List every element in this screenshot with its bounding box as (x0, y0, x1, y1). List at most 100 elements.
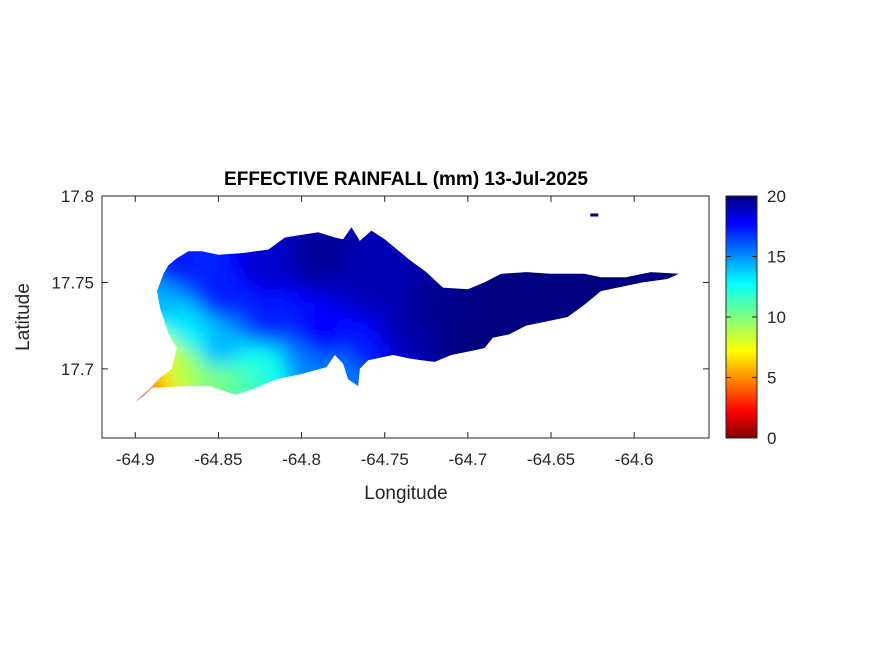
rainfall-cell (546, 295, 553, 303)
rainfall-cell (255, 368, 262, 375)
x-tick-label: -64.65 (527, 450, 575, 469)
rainfall-cell (522, 301, 530, 309)
rainfall-cell (429, 325, 437, 333)
rainfall-cell (394, 301, 402, 309)
rainfall-cell (371, 295, 378, 303)
rainfall-cell (179, 337, 186, 345)
rainfall-cell (394, 247, 402, 254)
rainfall-cell (610, 277, 617, 284)
rainfall-cell (167, 283, 175, 291)
rainfall-cell (353, 374, 361, 381)
rainfall-cell (260, 337, 268, 345)
rainfall-cell (569, 271, 576, 278)
rainfall-cell (301, 361, 309, 369)
rainfall-cell (569, 307, 576, 315)
rainfall-cell (569, 295, 576, 303)
rainfall-cell (336, 240, 344, 248)
rainfall-cell (237, 295, 245, 303)
rainfall-cell (278, 349, 285, 357)
islet-mark (590, 213, 599, 217)
rainfall-cell (196, 325, 204, 333)
rainfall-cell (429, 349, 437, 357)
rainfall-cell (412, 271, 419, 278)
rainfall-cell (429, 319, 437, 327)
rainfall-cell (237, 313, 245, 321)
rainfall-cell (540, 277, 547, 284)
rainfall-cell (464, 331, 472, 339)
rainfall-cell (557, 277, 565, 284)
rainfall-cell (493, 331, 501, 339)
rainfall-cell (668, 271, 675, 278)
rainfall-cell (353, 361, 361, 369)
rainfall-cell (528, 271, 536, 278)
rainfall-cell (220, 277, 227, 284)
rainfall-cell (225, 355, 233, 363)
rainfall-cell (592, 283, 600, 291)
rainfall-cell (418, 331, 425, 339)
rainfall-cell (196, 295, 204, 303)
rainfall-cell (295, 271, 303, 278)
rainfall-cell (563, 289, 571, 297)
rainfall-cell (185, 277, 192, 284)
rainfall-cell (266, 283, 274, 291)
rainfall-cell (272, 349, 280, 357)
rainfall-cell (185, 337, 192, 345)
rainfall-cell (493, 313, 501, 321)
rainfall-cell (196, 319, 204, 327)
rainfall-cell (394, 277, 402, 284)
rainfall-cell (336, 259, 344, 266)
rainfall-cell (179, 295, 186, 303)
rainfall-cell (295, 283, 303, 291)
rainfall-cell (342, 337, 349, 345)
rainfall-cell (412, 301, 419, 309)
rainfall-cell (185, 343, 192, 351)
rainfall-cell (388, 307, 396, 315)
rainfall-cell (464, 337, 472, 345)
rainfall-cell (272, 271, 280, 278)
rainfall-cell (400, 289, 408, 297)
rainfall-cell (394, 271, 402, 278)
rainfall-cell (225, 325, 233, 333)
rainfall-cell (423, 307, 431, 315)
rainfall-cell (173, 368, 181, 375)
rainfall-cell (319, 355, 326, 363)
rainfall-cell (336, 301, 344, 309)
rainfall-cell (534, 295, 541, 303)
rainfall-cell (301, 325, 309, 333)
rainfall-cell (266, 289, 274, 297)
rainfall-cell (167, 301, 175, 309)
rainfall-cell (487, 295, 495, 303)
rainfall-cell (249, 277, 256, 284)
rainfall-cell (505, 307, 512, 315)
rainfall-cell (482, 301, 489, 309)
rainfall-cell (249, 343, 256, 351)
rainfall-cell (225, 361, 233, 369)
rainfall-cell (610, 283, 617, 291)
rainfall-cell (342, 361, 349, 369)
rainfall-cell (528, 301, 536, 309)
rainfall-cell (231, 331, 239, 339)
rainfall-cell (208, 374, 215, 381)
rainfall-cell (388, 313, 396, 321)
rainfall-cell (551, 313, 559, 321)
rainfall-cell (563, 307, 571, 315)
rainfall-cell (191, 361, 198, 369)
rainfall-cell (470, 313, 477, 321)
rainfall-cell (167, 368, 175, 375)
rainfall-cell (220, 380, 227, 387)
rainfall-cell (371, 301, 378, 309)
rainfall-cell (319, 271, 326, 278)
rainfall-cell (342, 313, 349, 321)
rainfall-cell (307, 368, 314, 375)
rainfall-cell (423, 277, 431, 284)
rainfall-cell (249, 313, 256, 321)
rainfall-cell (482, 331, 489, 339)
rainfall-cell (557, 295, 565, 303)
rainfall-cell (179, 283, 186, 291)
rainfall-cell (400, 283, 408, 291)
rainfall-cell (353, 307, 361, 315)
rainfall-cell (173, 355, 181, 363)
rainfall-cell (400, 259, 408, 266)
rainfall-cell (388, 247, 396, 254)
rainfall-cell (377, 325, 384, 333)
